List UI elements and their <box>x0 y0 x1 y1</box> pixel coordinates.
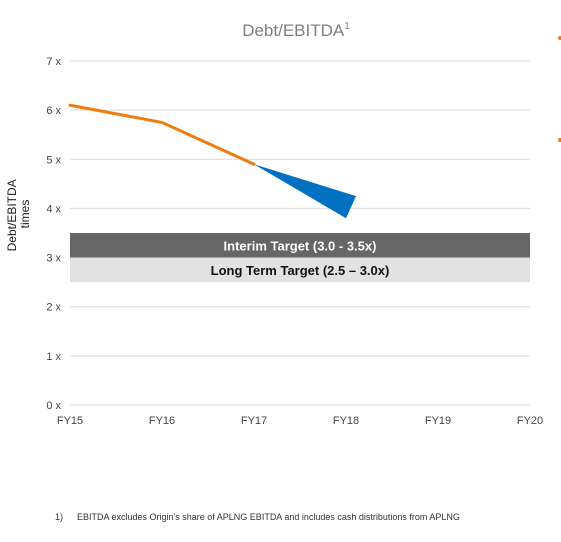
y-tick-label: 0 x <box>46 400 61 412</box>
target-band-1 <box>70 257 530 283</box>
target-band-label-0: Interim Target (3.0 - 3.5x) <box>224 238 377 253</box>
x-tick-label: FY15 <box>57 415 83 427</box>
projection-wedge <box>254 164 356 219</box>
y-tick-label: 4 x <box>46 203 61 215</box>
y-tick-label: 3 x <box>46 253 61 265</box>
x-tick-label: FY20 <box>517 415 543 427</box>
y-tick-label: 7 x <box>46 56 61 68</box>
footnote: 1) EBITDA excludes Origin's share of APLN… <box>55 512 460 522</box>
footnote-number: 1) <box>55 512 64 522</box>
y-tick-label: 1 x <box>46 351 61 363</box>
target-band-label-1: Long Term Target (2.5 – 3.0x) <box>211 263 390 278</box>
series-layer <box>68 103 356 219</box>
y-tick-label: 5 x <box>46 154 61 166</box>
y-axis-ticks: 0 x 1 x 2 x 3 x 4 x 5 x 6 x 7 x <box>46 56 61 412</box>
y-tick-label: 2 x <box>46 302 61 314</box>
y-tick-label: 6 x <box>46 105 61 117</box>
series-line-0 <box>68 103 256 166</box>
x-tick-label: FY17 <box>241 415 267 427</box>
target-band-0 <box>70 233 530 258</box>
target-bands: Interim Target (3.0 - 3.5x) Long Term Tar… <box>70 233 530 283</box>
y-axis-label: Debt/EBITDA times <box>5 177 32 252</box>
chart-title: Debt/EBITDA1 <box>242 21 350 40</box>
x-axis-ticks: FY15 FY16 FY17 FY18 FY19 FY20 <box>57 415 543 427</box>
x-tick-label: FY16 <box>149 415 175 427</box>
bullet-marker-1 <box>558 138 561 142</box>
bullet-markers <box>558 36 561 142</box>
footnote-text: EBITDA excludes Origin's share of APLNG … <box>77 512 460 522</box>
x-tick-label: FY18 <box>333 415 359 427</box>
bullet-marker-0 <box>558 36 561 40</box>
x-tick-label: FY19 <box>425 415 451 427</box>
debt-ebitda-chart: Debt/EBITDA1 Interim Target (3.0 - 3.5x)… <box>5 21 561 427</box>
